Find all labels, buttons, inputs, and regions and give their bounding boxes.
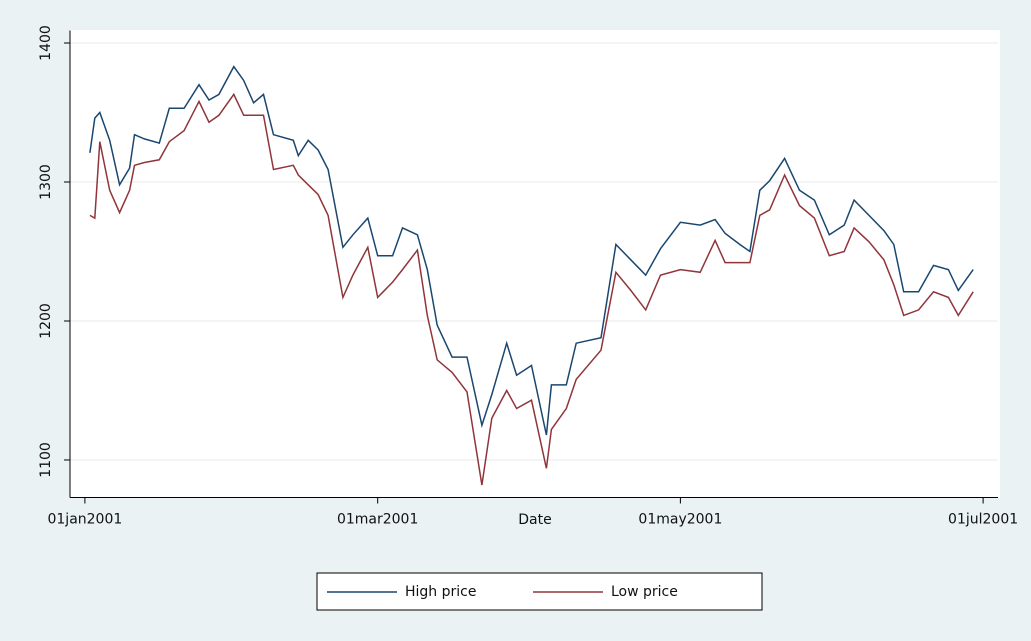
x-tick-label: 01mar2001	[337, 512, 418, 528]
y-tick-label: 1200	[38, 303, 54, 339]
x-tick-label: 01may2001	[638, 512, 722, 528]
legend-label: Low price	[611, 584, 678, 600]
x-tick-label: 01jul2001	[948, 512, 1018, 528]
line-series	[89, 65, 974, 436]
y-tick-label: 1300	[38, 164, 54, 200]
legend-label: High price	[405, 584, 476, 600]
y-tick-label: 1400	[38, 25, 54, 61]
y-tick-label: 1100	[38, 442, 54, 478]
x-tick-label: 01jan2001	[47, 512, 122, 528]
line-series	[89, 92, 974, 486]
x-axis-label: Date	[518, 512, 551, 528]
